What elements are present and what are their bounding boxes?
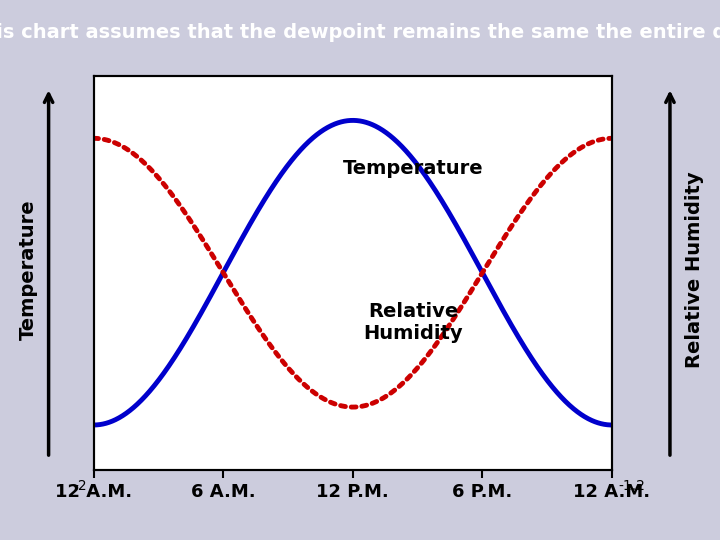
Text: -1.2: -1.2 bbox=[618, 479, 645, 493]
Text: -2: -2 bbox=[73, 479, 87, 493]
Text: This chart assumes that the dewpoint remains the same the entire day: This chart assumes that the dewpoint rem… bbox=[0, 23, 720, 42]
Text: Temperature: Temperature bbox=[343, 159, 484, 178]
Text: Temperature: Temperature bbox=[19, 200, 38, 340]
Text: Relative
Humidity: Relative Humidity bbox=[364, 302, 463, 343]
Text: Relative Humidity: Relative Humidity bbox=[685, 172, 704, 368]
